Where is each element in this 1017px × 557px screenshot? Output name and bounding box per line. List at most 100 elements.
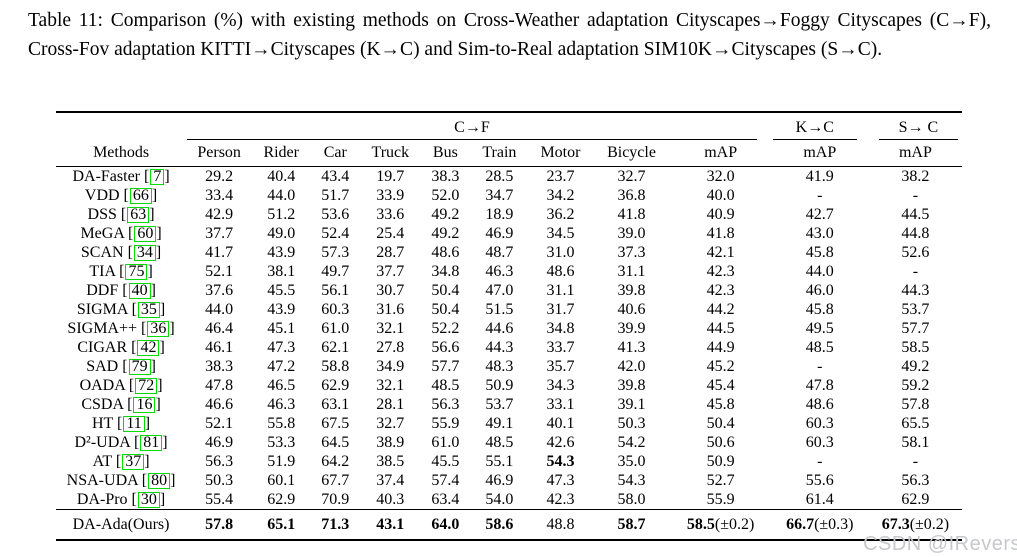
value-cell: 47.3 bbox=[267, 339, 296, 356]
table-row: DSS [63] 42.9 51.2 53.6 33.6 49.2 18.9 36.2 41.8… bbox=[56, 205, 962, 224]
table-row: D²-UDA [81] 46.9 53.3 64.5 38.9 61.0 48.5 42.6 5… bbox=[56, 433, 962, 452]
value-cell: 28.7 bbox=[376, 244, 405, 261]
value-cell: 43.0 bbox=[805, 225, 834, 242]
value-cell: 67.7 bbox=[321, 472, 350, 489]
value-cell: 44.5 bbox=[706, 320, 735, 337]
group-header-label: C→F bbox=[187, 119, 757, 140]
value-cell: 48.3 bbox=[485, 358, 514, 375]
value-cell: 45.8 bbox=[805, 244, 834, 261]
citation-link[interactable]: 7 bbox=[150, 169, 165, 185]
citation-link[interactable]: 79 bbox=[128, 359, 151, 375]
value-cell: 56.3 bbox=[431, 396, 460, 413]
value-cell: 61.4 bbox=[805, 491, 834, 508]
table-row: DA-Pro [30] 55.4 62.9 70.9 40.3 63.4 54.0 42.3 5… bbox=[56, 490, 962, 510]
value-cell: - bbox=[912, 263, 919, 280]
citation-link[interactable]: 16 bbox=[133, 397, 156, 413]
value-cell: 39.0 bbox=[617, 225, 646, 242]
header-cell: Truck bbox=[360, 140, 421, 167]
citation-link[interactable]: 35 bbox=[137, 302, 160, 318]
value-cell: 33.7 bbox=[546, 339, 575, 356]
citation-link[interactable]: 63 bbox=[127, 207, 150, 223]
value-cell: 33.6 bbox=[376, 206, 405, 223]
value-cell: 45.4 bbox=[706, 377, 735, 394]
value-cell: 31.1 bbox=[546, 282, 575, 299]
value-cell: 58.7 bbox=[592, 509, 671, 540]
table-row: CSDA [16] 46.6 46.3 63.1 28.1 56.3 53.7 33.1 39.… bbox=[56, 395, 962, 414]
citation-link[interactable]: 37 bbox=[122, 454, 145, 470]
value-cell: 25.4 bbox=[376, 225, 405, 242]
value-cell: 70.9 bbox=[321, 491, 350, 508]
value-cell: - bbox=[817, 187, 823, 204]
citation-link[interactable]: 42 bbox=[137, 340, 160, 356]
value-cell: 36.2 bbox=[546, 206, 575, 223]
citation-link[interactable]: 72 bbox=[135, 378, 158, 394]
citation-link[interactable]: 75 bbox=[125, 264, 148, 280]
value-cell: 47.8 bbox=[805, 377, 834, 394]
value-cell: 54.0 bbox=[485, 491, 514, 508]
value-cell: 56.1 bbox=[321, 282, 350, 299]
header-cell: Rider bbox=[252, 140, 311, 167]
value-cell: 47.3 bbox=[546, 472, 575, 489]
value-cell: 46.4 bbox=[205, 320, 234, 337]
value-cell: 57.3 bbox=[321, 244, 350, 261]
value-cell: 58.8 bbox=[321, 358, 350, 375]
value-cell: 48.6 bbox=[431, 244, 460, 261]
value-cell: 65.1 bbox=[252, 509, 311, 540]
citation-link[interactable]: 36 bbox=[147, 321, 170, 337]
bold-value: 54.3 bbox=[546, 453, 575, 470]
header-cell: mAP bbox=[868, 140, 962, 167]
value-cell: 18.9 bbox=[485, 206, 514, 223]
value-cell: 31.7 bbox=[546, 301, 575, 318]
value-cell: 55.6 bbox=[805, 472, 834, 489]
value-cell: 33.1 bbox=[546, 396, 575, 413]
value-cell: 37.7 bbox=[205, 225, 234, 242]
value-cell: 51.7 bbox=[321, 187, 350, 204]
value-cell: 52.1 bbox=[205, 415, 234, 432]
citation-link[interactable]: 80 bbox=[148, 473, 171, 489]
value-cell: 54.3 bbox=[528, 452, 592, 471]
value-cell: 33.4 bbox=[205, 187, 234, 204]
citation-link[interactable]: 60 bbox=[134, 226, 157, 242]
citation-link[interactable]: 40 bbox=[128, 283, 151, 299]
value-cell: 52.2 bbox=[431, 320, 460, 337]
value-cell: 57.7 bbox=[431, 358, 460, 375]
bold-value: 58.7 bbox=[617, 516, 646, 533]
bold-value: 57.8 bbox=[205, 516, 234, 533]
value-cell: 43.9 bbox=[267, 301, 296, 318]
value-cell: 50.4 bbox=[431, 282, 460, 299]
value-cell: 48.7 bbox=[485, 244, 514, 261]
value-cell: 58.6 bbox=[470, 509, 529, 540]
value-cell: 42.3 bbox=[546, 491, 575, 508]
watermark: CSDN @IRevers bbox=[863, 533, 1017, 555]
value-cell: 44.9 bbox=[706, 339, 735, 356]
citation-link[interactable]: 81 bbox=[140, 435, 163, 451]
group-header-label: S→ C bbox=[878, 119, 958, 140]
value-cell: 38.3 bbox=[205, 358, 234, 375]
table-row: HT [11] 52.1 55.8 67.5 32.7 55.9 49.1 40.1 50.3 5… bbox=[56, 414, 962, 433]
value-cell: 46.5 bbox=[267, 377, 296, 394]
value-cell: 60.3 bbox=[321, 301, 350, 318]
citation-link[interactable]: 30 bbox=[137, 492, 160, 508]
value-cell: - bbox=[817, 453, 823, 470]
value-cell: 45.5 bbox=[267, 282, 296, 299]
value-cell: 33.9 bbox=[376, 187, 405, 204]
bold-value: 66.7 bbox=[786, 516, 815, 533]
method-cell: CSDA [16] bbox=[81, 396, 161, 413]
citation-link[interactable]: 34 bbox=[133, 245, 156, 261]
value-cell: 66.7(±0.3) bbox=[770, 509, 869, 540]
citation-link[interactable]: 66 bbox=[129, 188, 152, 204]
bold-value: 65.1 bbox=[267, 516, 296, 533]
value-cell: 50.4 bbox=[706, 415, 735, 432]
value-cell: 56.3 bbox=[205, 453, 234, 470]
citation-link[interactable]: 11 bbox=[123, 416, 145, 432]
header-cell: Bicycle bbox=[592, 140, 671, 167]
value-cell: 19.7 bbox=[376, 168, 405, 185]
value-cell: 64.5 bbox=[321, 434, 350, 451]
value-cell: 55.9 bbox=[706, 491, 735, 508]
value-cell: 32.1 bbox=[376, 320, 405, 337]
value-cell: 46.3 bbox=[267, 396, 296, 413]
method-cell: SIGMA++ [36] bbox=[67, 320, 175, 337]
value-cell: 39.9 bbox=[617, 320, 646, 337]
value-cell: 40.1 bbox=[546, 415, 575, 432]
value-cell: 42.3 bbox=[706, 282, 735, 299]
